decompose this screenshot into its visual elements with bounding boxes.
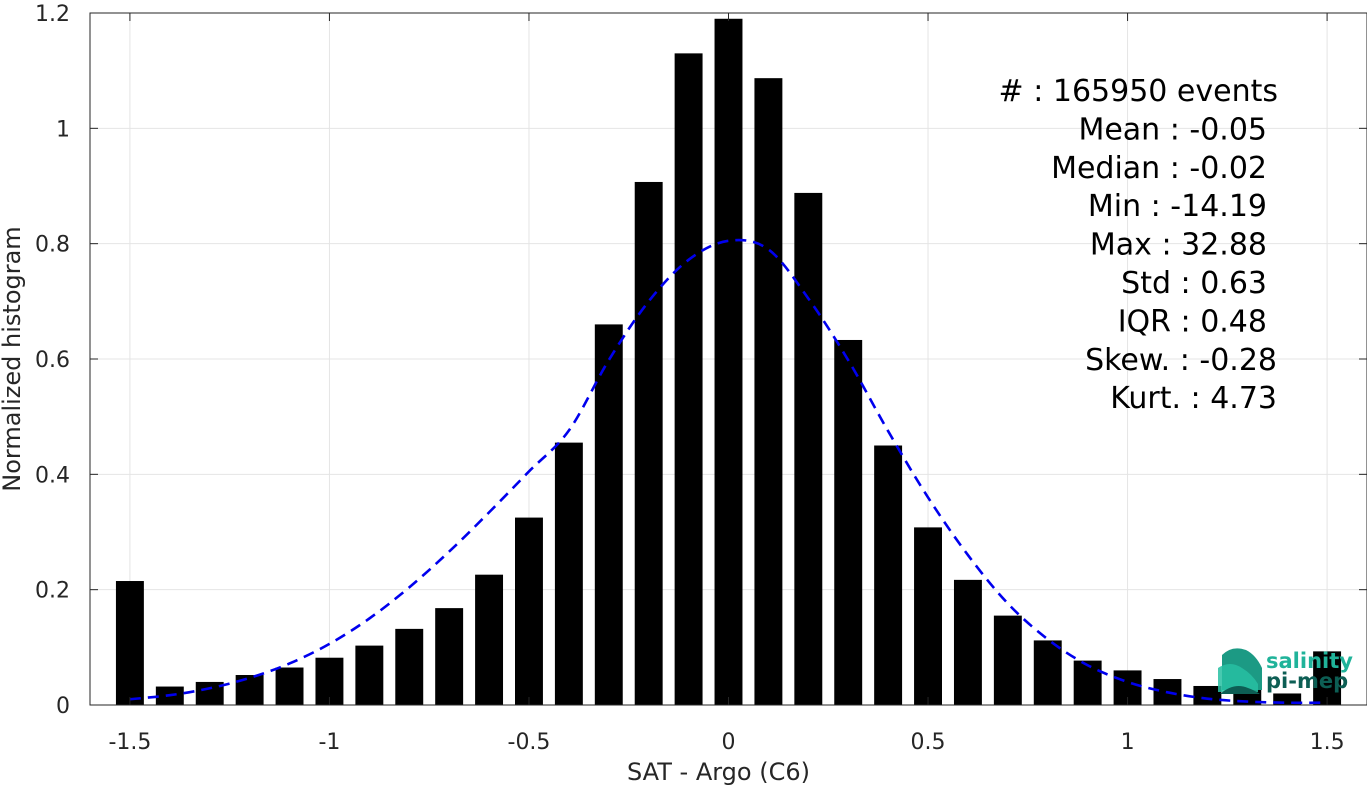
stats-line: Kurt. : 4.73 <box>1110 381 1277 416</box>
y-tick-label: 1 <box>56 117 70 142</box>
stats-line: IQR : 0.48 <box>1118 304 1267 339</box>
stats-line: Mean : -0.05 <box>1078 112 1267 147</box>
histogram-bar <box>914 527 942 705</box>
stats-line: Max : 32.88 <box>1090 228 1267 263</box>
y-tick-label: 0.8 <box>35 233 70 258</box>
histogram-bar <box>435 608 464 705</box>
wave-icon <box>1218 648 1262 694</box>
histogram-bar <box>1033 640 1062 705</box>
histogram-bar <box>874 445 903 705</box>
y-tick-label: 1.2 <box>35 2 70 27</box>
x-tick-label: 0.5 <box>911 730 946 755</box>
histogram-bar <box>754 78 783 705</box>
y-axis-label: Normalized histogram <box>0 226 26 491</box>
y-tick-label: 0.2 <box>35 579 70 604</box>
y-tick-label: 0 <box>56 694 70 719</box>
x-tick-label: 1 <box>1121 730 1135 755</box>
histogram-bar <box>395 628 424 705</box>
histogram-bar <box>993 615 1022 705</box>
x-tick-label: 1.5 <box>1310 730 1345 755</box>
x-axis-ticks: -1.5 -1 -0.5 0 0.5 1 1.5 <box>108 13 1345 755</box>
x-tick-label: -0.5 <box>508 730 551 755</box>
logo-line2: pi-mep <box>1266 669 1348 693</box>
stats-line: Median : -0.02 <box>1051 151 1267 186</box>
stats-line: Min : -14.19 <box>1088 189 1267 224</box>
x-tick-label: -1 <box>318 730 340 755</box>
histogram-bar <box>1193 685 1222 705</box>
x-tick-label: 0 <box>722 730 736 755</box>
salinity-pi-mep-logo: salinity pi-mep <box>1218 648 1353 694</box>
histogram-bar <box>115 581 144 705</box>
histogram-bar <box>355 645 384 705</box>
histogram-bar <box>515 517 543 705</box>
histogram-bar <box>634 181 663 706</box>
histogram-bar <box>554 442 583 705</box>
histogram-bar <box>794 192 823 706</box>
logo-line1: salinity <box>1266 649 1353 673</box>
histogram-bar <box>953 579 982 705</box>
y-tick-label: 0.6 <box>35 348 70 373</box>
histogram-bar <box>674 53 703 706</box>
histogram-bar <box>195 681 224 705</box>
histogram-bar <box>275 667 304 705</box>
histogram-bar <box>1073 660 1102 705</box>
histogram-bars <box>115 18 1342 706</box>
histogram-bar <box>475 574 504 705</box>
histogram-bar <box>1313 651 1342 705</box>
histogram-bar <box>594 324 623 705</box>
histogram-bar <box>834 339 863 705</box>
histogram-bar <box>714 18 743 706</box>
y-axis-ticks: 0 0.2 0.4 0.6 0.8 1 1.2 <box>35 2 1367 719</box>
y-tick-label: 0.4 <box>35 463 70 488</box>
x-axis-label: SAT - Argo (C6) <box>627 758 810 786</box>
x-tick-label: -1.5 <box>108 730 151 755</box>
stats-line: # : 165950 events <box>999 74 1278 109</box>
stats-line: Skew. : -0.28 <box>1085 343 1277 378</box>
histogram-bar <box>1273 693 1302 705</box>
stats-line: Std : 0.63 <box>1121 266 1267 301</box>
